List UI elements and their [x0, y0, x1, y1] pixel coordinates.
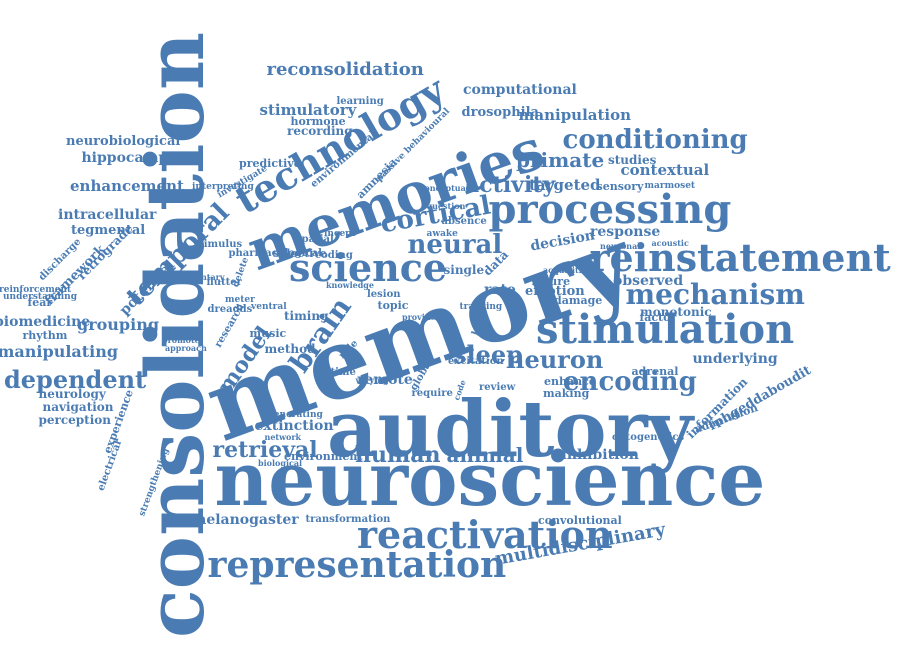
word: perception: [39, 414, 112, 426]
word: neuronal: [600, 242, 640, 250]
word: transformation: [306, 515, 391, 525]
word: generating: [268, 411, 323, 420]
word: conceptual: [420, 184, 469, 192]
word: reconsolidation: [267, 61, 424, 79]
word: neurobiological: [66, 135, 180, 148]
word: excitation: [448, 357, 504, 367]
word: awake: [427, 230, 458, 239]
word: making: [543, 388, 589, 399]
word: optogenetics: [612, 433, 684, 443]
word: animal: [447, 445, 524, 465]
word: melanogaster: [192, 513, 299, 527]
word: acquisition: [543, 266, 593, 274]
word: review: [479, 383, 515, 393]
word: understanding: [3, 293, 77, 302]
word: topic: [378, 300, 409, 311]
word: convolutional: [538, 515, 622, 526]
word: enhance: [544, 376, 596, 387]
word: method: [265, 343, 316, 355]
word: computational: [463, 83, 577, 97]
word: adrenal: [632, 366, 679, 377]
word: primate: [516, 150, 604, 170]
word: biomedicine: [0, 315, 90, 329]
word: intracellular: [58, 208, 156, 222]
word: meter: [225, 296, 255, 305]
word: timing: [284, 310, 328, 322]
word: drosophila: [462, 106, 539, 119]
word: approach: [165, 344, 207, 352]
word: electrical: [96, 440, 123, 493]
word: navigation: [43, 401, 114, 413]
word: biological: [258, 459, 302, 467]
word: complementary: [155, 273, 225, 281]
word: learning: [337, 97, 384, 107]
word: hormone: [291, 116, 346, 127]
word: representation: [208, 547, 507, 583]
word: acoustic: [652, 239, 689, 247]
word: marmoset: [645, 182, 696, 191]
word: delete: [231, 256, 250, 288]
word: sensory: [597, 181, 644, 192]
word: future: [532, 276, 571, 287]
word: incept: [324, 230, 356, 239]
word: damage: [554, 295, 602, 306]
word: manipulating: [0, 344, 118, 360]
word: varying: [356, 376, 389, 384]
word: extinction: [255, 419, 334, 433]
word: underlying: [693, 352, 778, 366]
word: hippocampal: [82, 151, 183, 165]
word: knowledge: [326, 281, 374, 289]
word: studies: [608, 154, 656, 166]
word: single: [444, 264, 485, 276]
word: rate: [484, 283, 516, 297]
word: predictive: [239, 158, 301, 169]
word: observed: [613, 274, 683, 288]
word: response: [590, 225, 660, 239]
word: rhythm: [23, 330, 68, 341]
word: music: [250, 328, 287, 339]
word: human: [355, 444, 441, 466]
word: absence: [442, 217, 487, 227]
word: inhibition: [562, 448, 639, 462]
word: stimulus: [194, 240, 243, 250]
word: network: [265, 433, 302, 441]
word: neurology: [39, 388, 106, 400]
word: enhancement: [70, 179, 184, 194]
word: targeted: [529, 178, 601, 193]
word: factor: [640, 312, 677, 323]
word: provide: [402, 313, 436, 321]
word: question: [427, 202, 466, 210]
word: time: [331, 368, 356, 378]
word: ventral: [251, 303, 287, 312]
